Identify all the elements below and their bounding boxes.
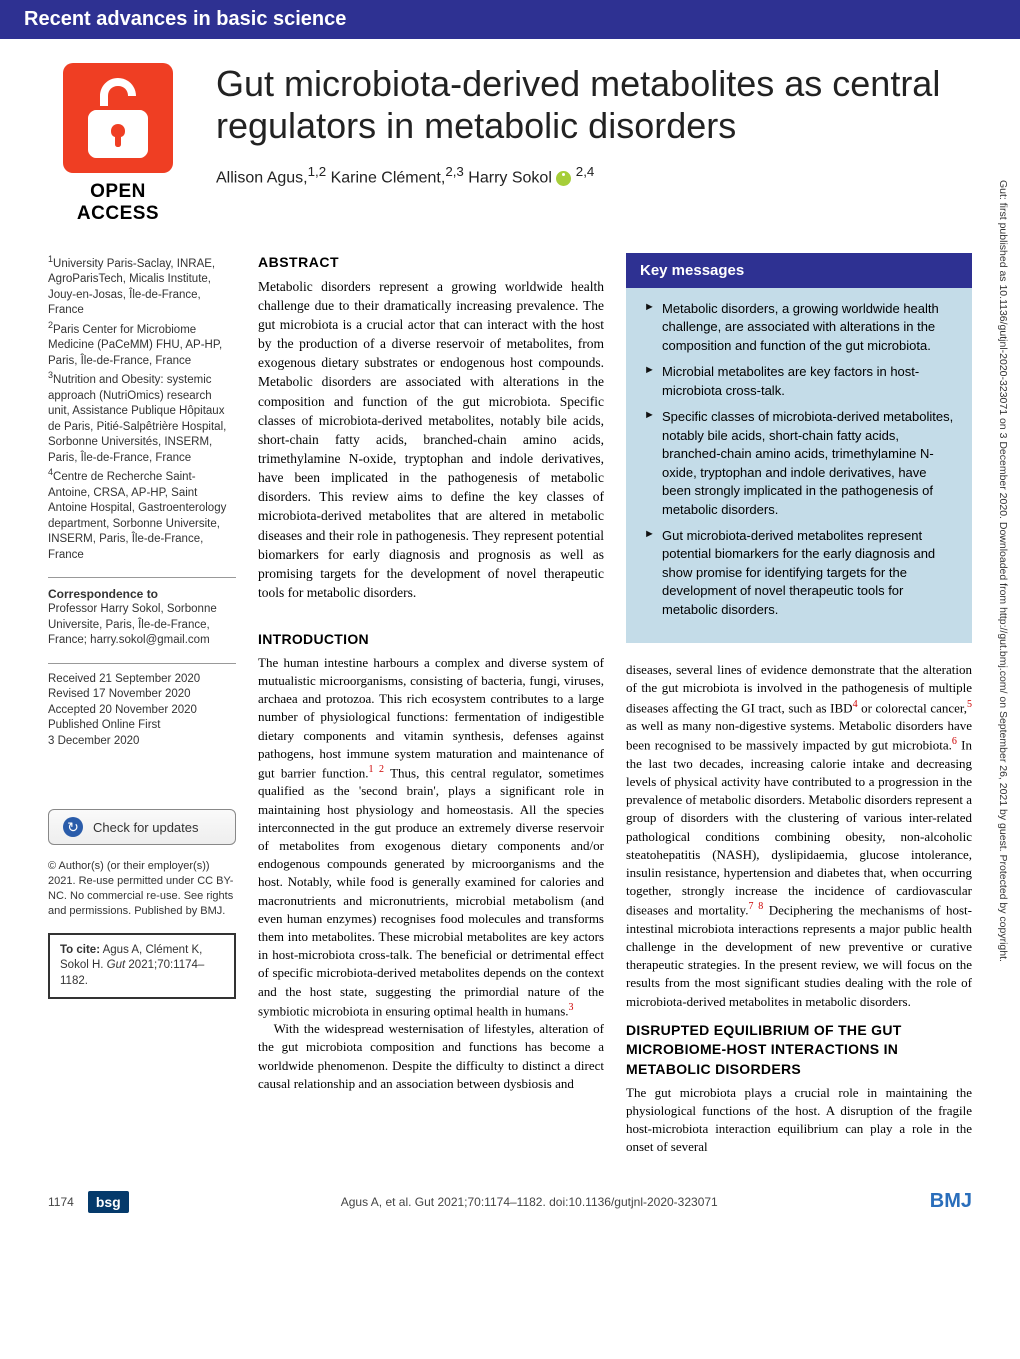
- right-p1c: as well as many non-digestive systems. M…: [626, 718, 972, 753]
- author-2-affil: 2,3: [445, 164, 464, 179]
- ref-5[interactable]: 5: [967, 699, 972, 710]
- sidebar-metadata: 1University Paris-Saclay, INRAE, AgroPar…: [48, 253, 236, 1156]
- section-banner: Recent advances in basic science: [0, 0, 1020, 39]
- check-updates-label: Check for updates: [93, 819, 199, 837]
- orcid-icon[interactable]: [556, 171, 571, 186]
- key-item-3: Specific classes of microbiota-derived m…: [644, 408, 954, 519]
- introduction-heading: INTRODUCTION: [258, 630, 604, 650]
- header-block: OPEN ACCESS Gut microbiota-derived metab…: [48, 63, 972, 225]
- affil-4: Centre de Recherche Saint-Antoine, CRSA,…: [48, 471, 226, 561]
- correspondence-heading: Correspondence to: [48, 577, 236, 602]
- bsg-logo: bsg: [88, 1191, 129, 1213]
- author-2: Karine Clément,: [331, 169, 446, 186]
- author-3: Harry Sokol: [468, 169, 556, 186]
- key-messages-box: Key messages Metabolic disorders, a grow…: [626, 253, 972, 643]
- right-p1b: or colorectal cancer,: [858, 700, 967, 715]
- download-provenance-note: Gut: first published as 10.1136/gutjnl-2…: [992, 180, 1014, 1180]
- affiliations: 1University Paris-Saclay, INRAE, AgroPar…: [48, 253, 236, 563]
- section-2-paragraph-1: The gut microbiota plays a crucial role …: [626, 1084, 972, 1157]
- section-2-heading: DISRUPTED EQUILIBRIUM OF THE GUT MICROBI…: [626, 1021, 972, 1080]
- main-column-left: ABSTRACT Metabolic disorders represent a…: [258, 253, 604, 1156]
- author-1-affil: 1,2: [308, 164, 327, 179]
- author-1: Allison Agus,: [216, 169, 308, 186]
- key-item-4: Gut microbiota-derived metabolites repre…: [644, 527, 954, 619]
- open-access-label: OPEN ACCESS: [48, 181, 188, 225]
- footer-citation: Agus A, et al. Gut 2021;70:1174–1182. do…: [341, 1195, 718, 1209]
- abstract-heading: ABSTRACT: [258, 253, 604, 273]
- citation-box: To cite: Agus A, Clément K, Sokol H. Gut…: [48, 933, 236, 1000]
- affil-3: Nutrition and Obesity: systemic approach…: [48, 374, 226, 464]
- cite-label: To cite:: [60, 944, 100, 956]
- license-text: © Author(s) (or their employer(s)) 2021.…: [48, 859, 236, 918]
- article-dates: Received 21 September 2020 Revised 17 No…: [48, 663, 236, 750]
- main-column-right: Key messages Metabolic disorders, a grow…: [626, 253, 972, 1156]
- right-p1e: Deciphering the mechanisms of host-intes…: [626, 903, 972, 1009]
- intro-paragraph-1: The human intestine harbours a complex a…: [258, 654, 604, 1020]
- intro-p1a: The human intestine harbours a complex a…: [258, 655, 604, 780]
- abstract-text: Metabolic disorders represent a growing …: [258, 277, 604, 603]
- bmj-logo: BMJ: [930, 1190, 972, 1213]
- key-item-2: Microbial metabolites are key factors in…: [644, 363, 954, 400]
- footer-page-number: 1174: [48, 1195, 74, 1209]
- ref-7-8[interactable]: 7 8: [748, 901, 763, 912]
- open-access-lock-icon: [63, 63, 173, 173]
- author-3-affil: 2,4: [576, 164, 595, 179]
- key-messages-list: Metabolic disorders, a growing worldwide…: [626, 288, 972, 631]
- ref-3[interactable]: 3: [569, 1002, 574, 1013]
- check-updates-icon: [63, 817, 83, 837]
- key-messages-heading: Key messages: [626, 253, 972, 288]
- correspondence-body: Professor Harry Sokol, Sorbonne Universi…: [48, 602, 236, 649]
- affil-1: University Paris-Saclay, INRAE, AgroPari…: [48, 258, 215, 317]
- check-updates-button[interactable]: Check for updates: [48, 809, 236, 845]
- intro-p1b: Thus, this central regulator, sometimes …: [258, 765, 604, 1018]
- intro-paragraph-2: With the widespread westernisation of li…: [258, 1020, 604, 1093]
- key-item-1: Metabolic disorders, a growing worldwide…: [644, 300, 954, 355]
- affil-2: Paris Center for Microbiome Medicine (Pa…: [48, 324, 222, 367]
- right-paragraph-1: diseases, several lines of evidence demo…: [626, 661, 972, 1011]
- cite-journal: Gut: [107, 959, 126, 971]
- open-access-badge: OPEN ACCESS: [48, 63, 188, 225]
- ref-1-2[interactable]: 1 2: [368, 764, 384, 775]
- right-p1d: In the last two decades, increasing calo…: [626, 738, 972, 918]
- page-footer: 1174 bsg Agus A, et al. Gut 2021;70:1174…: [0, 1180, 1020, 1223]
- author-list: Allison Agus,1,2 Karine Clément,2,3 Harr…: [216, 164, 972, 187]
- article-title: Gut microbiota-derived metabolites as ce…: [216, 63, 972, 148]
